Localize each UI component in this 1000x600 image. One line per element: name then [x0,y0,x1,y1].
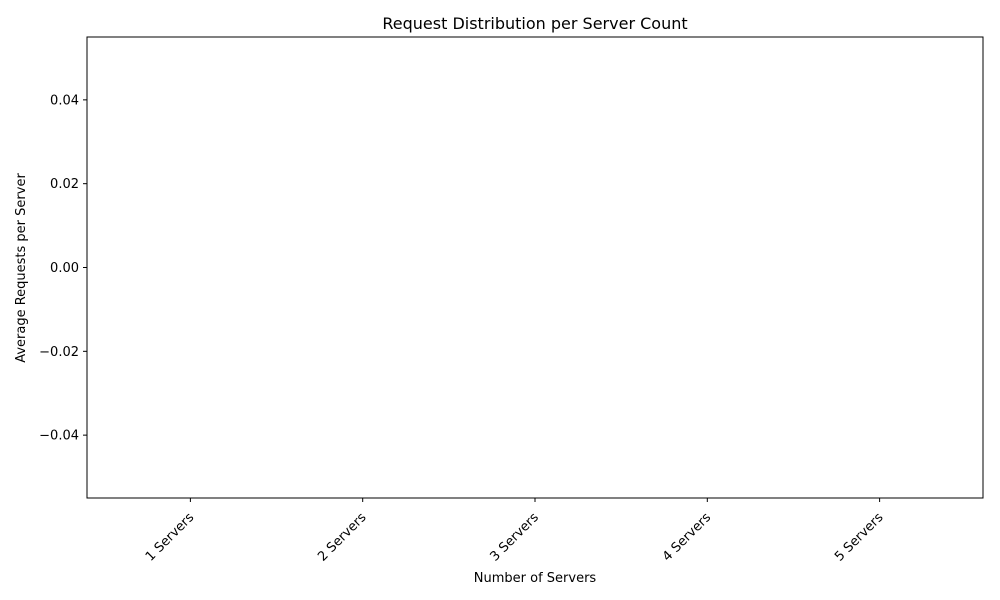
y-tick-label: −0.04 [39,429,79,444]
y-tick-label: −0.02 [39,345,79,360]
x-axis-label: Number of Servers [474,571,597,586]
y-axis: −0.04 −0.02 0.00 0.02 0.04 [39,93,87,444]
y-axis-label: Average Requests per Server [14,173,29,363]
y-tick-label: 0.04 [50,93,79,108]
y-tick-label: 0.02 [50,177,79,192]
chart-title: Request Distribution per Server Count [382,14,687,33]
y-tick-label: 0.00 [50,261,79,276]
